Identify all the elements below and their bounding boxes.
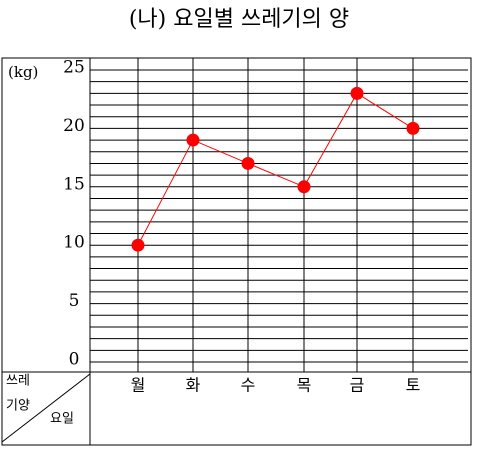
data-point: [297, 180, 311, 194]
x-tick-label: 토: [406, 376, 421, 395]
data-point: [406, 121, 420, 135]
x-tick-label: 월: [131, 376, 146, 395]
data-point: [186, 133, 200, 147]
data-point: [241, 156, 255, 170]
y-tick-label: 20: [63, 116, 85, 136]
data-point: [131, 238, 145, 252]
y-tick-label: 0: [69, 350, 80, 370]
data-line: [137, 92, 414, 246]
x-tick-label: 화: [186, 376, 201, 395]
y-tick-label: 5: [69, 291, 80, 311]
y-tick-label: 25: [63, 58, 85, 78]
x-tick-label: 수: [241, 376, 256, 395]
y-tick-label: 15: [63, 174, 85, 194]
x-header: 요일: [50, 412, 74, 427]
y-header: 쓰레: [6, 374, 30, 389]
corner-diagonal: [1, 373, 91, 443]
chart-title: (나) 요일별 쓰레기의 양: [129, 7, 349, 32]
x-tick-label: 금: [350, 376, 365, 395]
data-point: [350, 86, 364, 100]
y-tick-label: 10: [63, 233, 85, 253]
frame: [1, 57, 472, 446]
y-header: 기양: [6, 399, 30, 414]
y-unit: (kg): [8, 63, 38, 81]
x-tick-label: 목: [297, 376, 312, 395]
